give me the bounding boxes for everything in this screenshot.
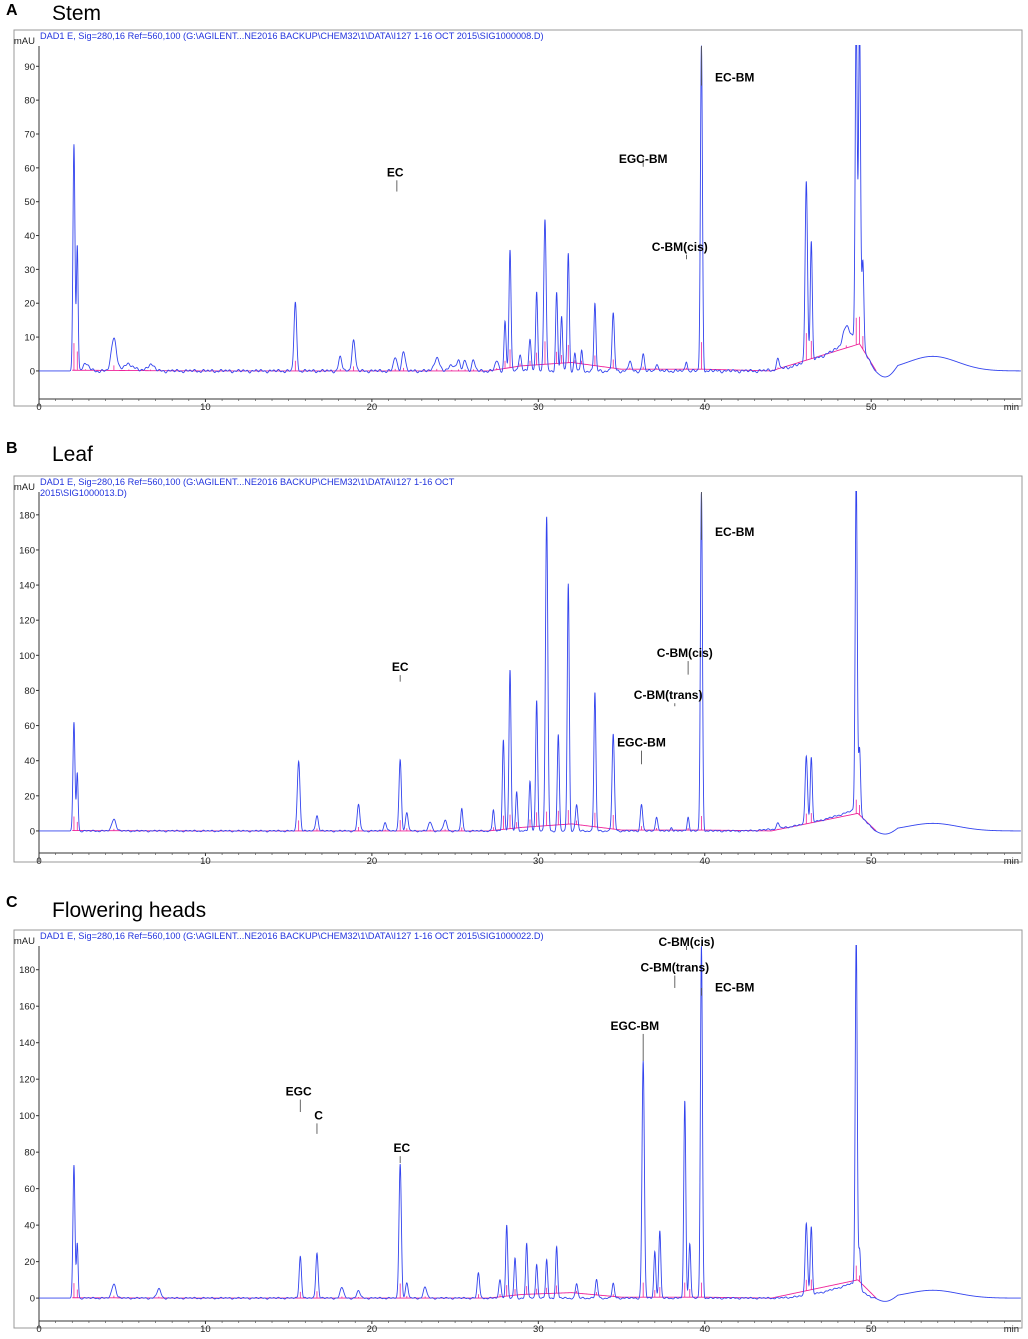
- chromatogram-chart: DAD1 E, Sig=280,16 Ref=560,100 (G:\AGILE…: [13, 929, 1023, 1334]
- y-tick-label: 40: [24, 756, 35, 767]
- panel-letter: A: [6, 2, 18, 19]
- peak-label: C-BM(cis): [658, 935, 714, 949]
- panel-title: Leaf: [52, 443, 93, 466]
- header-text: DAD1 E, Sig=280,16 Ref=560,100 (G:\AGILE…: [40, 931, 544, 941]
- peak-label: EGC-BM: [617, 736, 666, 750]
- y-tick-label: 30: [24, 265, 35, 276]
- y-tick-label: 20: [24, 1257, 35, 1268]
- peak-label: EGC: [286, 1085, 312, 1099]
- peak-label: C-BM(cis): [652, 240, 708, 254]
- peak-label: EGC-BM: [611, 1019, 660, 1033]
- x-tick-label: 10: [200, 1324, 211, 1334]
- header-text: DAD1 E, Sig=280,16 Ref=560,100 (G:\AGILE…: [40, 31, 544, 41]
- y-tick-label: 80: [24, 96, 35, 107]
- y-tick-label: 10: [24, 333, 35, 344]
- x-tick-label: 20: [367, 1324, 378, 1334]
- y-tick-label: 50: [24, 197, 35, 208]
- y-tick-label: 0: [30, 366, 35, 377]
- y-tick-label: 160: [19, 545, 35, 556]
- y-tick-label: 120: [19, 1075, 35, 1086]
- y-tick-label: 20: [24, 791, 35, 802]
- y-tick-label: 60: [24, 721, 35, 732]
- header-text: 2015\SIG1000013.D): [40, 488, 127, 498]
- x-tick-label: 30: [533, 402, 544, 410]
- peak-label: EC-BM: [715, 525, 754, 539]
- peak-label: EC-BM: [715, 71, 754, 85]
- panel-title: Flowering heads: [52, 899, 207, 922]
- plot-frame: [13, 929, 1023, 1329]
- y-tick-label: 120: [19, 616, 35, 627]
- chromatogram-chart: DAD1 E, Sig=280,16 Ref=560,100 (G:\AGILE…: [13, 29, 1023, 410]
- y-tick-label: 100: [19, 651, 35, 662]
- panel-title: Stem: [52, 2, 102, 25]
- x-tick-label: 50: [866, 1324, 877, 1334]
- x-tick-label: 30: [533, 1324, 544, 1334]
- y-tick-label: 100: [19, 1111, 35, 1122]
- y-tick-label: 90: [24, 62, 35, 73]
- y-tick-label: 80: [24, 686, 35, 697]
- y-tick-label: 60: [24, 1184, 35, 1195]
- y-axis-unit: mAU: [14, 482, 35, 493]
- chromatogram-chart: DAD1 E, Sig=280,16 Ref=560,100 (G:\AGILE…: [13, 475, 1023, 867]
- x-tick-label: 0: [36, 402, 41, 410]
- x-tick-label: 50: [866, 402, 877, 410]
- plot-area: [39, 945, 1021, 1302]
- y-tick-label: 180: [19, 510, 35, 521]
- x-tick-label: 20: [367, 856, 378, 867]
- x-tick-label: 20: [367, 402, 378, 410]
- y-tick-label: 80: [24, 1148, 35, 1159]
- peak-label: C-BM(cis): [657, 646, 713, 660]
- y-axis-unit: mAU: [14, 936, 35, 947]
- y-axis-unit: mAU: [14, 36, 35, 47]
- peak-label: C-BM(trans): [634, 688, 703, 702]
- chromatogram-trace: [39, 491, 1021, 835]
- chromatogram-trace: [39, 945, 1021, 1302]
- x-tick-label: 10: [200, 402, 211, 410]
- y-tick-label: 160: [19, 1002, 35, 1013]
- x-tick-label: 50: [866, 856, 877, 867]
- plot-frame: [13, 475, 1023, 863]
- plot-area: [39, 45, 1021, 378]
- peak-label: C: [314, 1108, 323, 1122]
- y-tick-label: 180: [19, 965, 35, 976]
- x-tick-label: 30: [533, 856, 544, 867]
- x-tick-label: 0: [36, 856, 41, 867]
- panel-letter: C: [6, 894, 18, 911]
- x-tick-label: 40: [699, 402, 710, 410]
- y-tick-label: 0: [30, 1294, 35, 1305]
- y-tick-label: 140: [19, 581, 35, 592]
- chromatogram-trace: [39, 45, 1021, 378]
- x-tick-label: 0: [36, 1324, 41, 1334]
- header-text: DAD1 E, Sig=280,16 Ref=560,100 (G:\AGILE…: [40, 477, 455, 487]
- y-tick-label: 60: [24, 163, 35, 174]
- plot-area: [39, 491, 1021, 835]
- plot-frame: [13, 29, 1023, 407]
- peak-label: EC: [392, 660, 409, 674]
- peak-label: EGC-BM: [619, 152, 668, 166]
- peak-label: C-BM(trans): [640, 961, 709, 975]
- peak-label: EC-BM: [715, 981, 754, 995]
- y-tick-label: 40: [24, 231, 35, 242]
- y-tick-label: 140: [19, 1038, 35, 1049]
- x-tick-label: 10: [200, 856, 211, 867]
- panel-letter: B: [6, 440, 18, 457]
- y-tick-label: 70: [24, 130, 35, 141]
- x-axis-unit: min: [1004, 1324, 1019, 1334]
- x-tick-label: 40: [699, 856, 710, 867]
- y-tick-label: 20: [24, 299, 35, 310]
- x-axis-unit: min: [1004, 856, 1019, 867]
- x-tick-label: 40: [699, 1324, 710, 1334]
- y-tick-label: 0: [30, 826, 35, 837]
- peak-label: EC: [394, 1141, 411, 1155]
- x-axis-unit: min: [1004, 402, 1019, 410]
- y-tick-label: 40: [24, 1221, 35, 1232]
- peak-label: EC: [387, 165, 404, 179]
